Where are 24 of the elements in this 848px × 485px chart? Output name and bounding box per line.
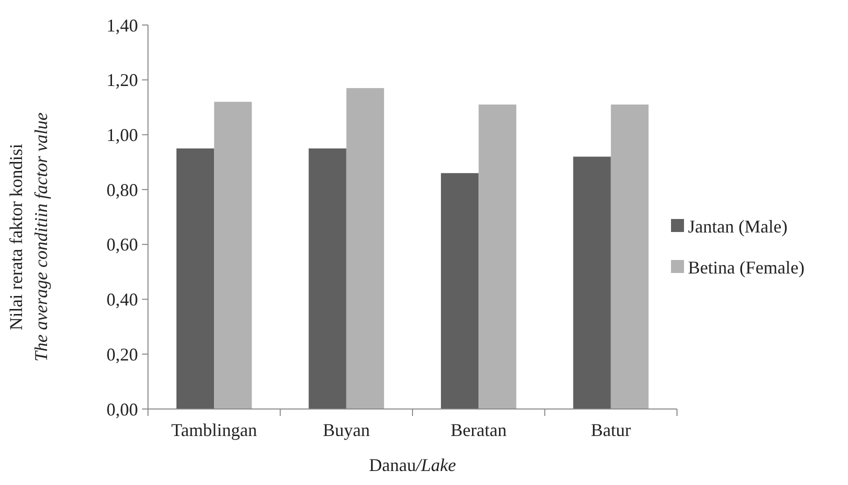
bar (610, 104, 649, 409)
y-tick-label: 0,80 (106, 180, 138, 200)
y-tick-label: 1,20 (106, 70, 138, 90)
bar (346, 88, 384, 409)
bar (308, 148, 346, 409)
y-tick-label: 0,40 (106, 290, 138, 310)
bar (573, 156, 611, 409)
x-tick-label: Beratan (450, 420, 507, 440)
y-axis-title: Nilai rerata faktor kondisi The average conditiin factor value (6, 112, 51, 362)
x-tick-label: Tamblingan (171, 420, 257, 440)
y-tick-label: 0,00 (106, 399, 138, 420)
bar (214, 102, 252, 409)
x-axis-title: Danau/Lake (369, 455, 456, 475)
y-tick-label: 1,40 (106, 15, 138, 36)
x-tick-label: Batur (590, 420, 631, 440)
y-tick-label: 0,20 (106, 344, 138, 364)
legend-label: Jantan (Male) (688, 216, 788, 236)
x-tick-label: Buyan (322, 420, 370, 440)
bar (440, 173, 479, 409)
bar (478, 104, 516, 409)
bar (176, 148, 214, 409)
legend-label: Betina (Female) (688, 257, 804, 278)
y-tick-label: 1,00 (106, 125, 138, 146)
y-tick-label: 0,60 (106, 234, 138, 255)
